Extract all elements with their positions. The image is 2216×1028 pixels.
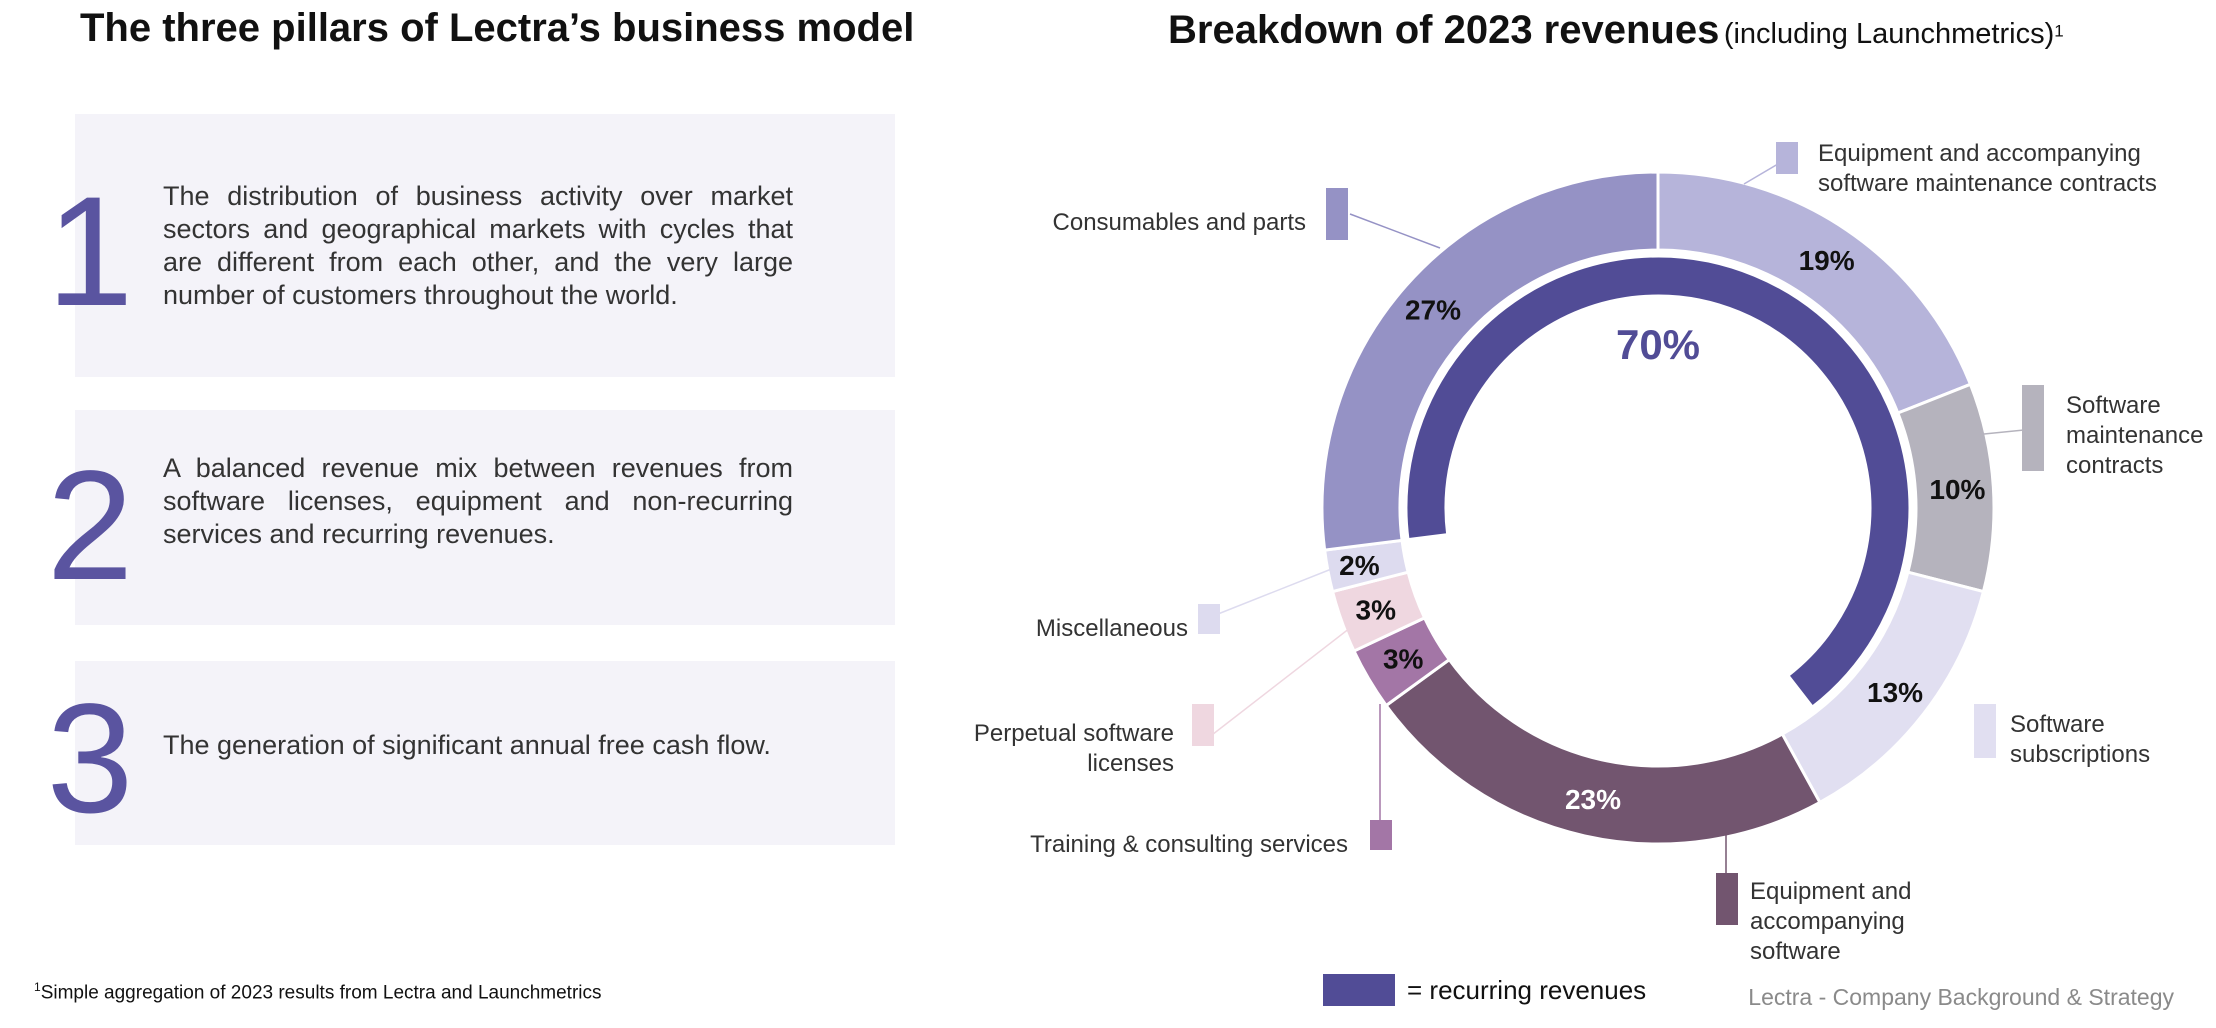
- chart-title-footnote-mark: 1: [2054, 21, 2064, 41]
- callout-swatch: [1192, 704, 1214, 746]
- pillar-text: A balanced revenue mix between revenues …: [163, 453, 793, 549]
- callout-label: Miscellaneous: [1036, 615, 1188, 642]
- segment-value-label: 23%: [1565, 784, 1621, 815]
- donut-segment: [1384, 657, 1822, 846]
- segment-value-label: 3%: [1383, 644, 1424, 675]
- callout-label: Equipment and accompanying software: [1750, 878, 1911, 965]
- footer-text: Lectra - Company Background & Strategy: [1748, 984, 2174, 1010]
- recurring-total-label: 70%: [1616, 321, 1700, 368]
- callout-label: Consumables and parts: [1053, 209, 1306, 236]
- segment-value-label: 10%: [1929, 474, 1985, 505]
- pillar-number: 2: [46, 439, 134, 613]
- chart-title-main: Breakdown of 2023 revenues: [1168, 8, 1720, 52]
- callout-swatch: [1370, 820, 1392, 850]
- chart-title-sub: (including Launchmetrics): [1723, 18, 2055, 50]
- pillar-card-2: 2 A balanced revenue mix between revenue…: [47, 410, 895, 625]
- segment-value-label: 2%: [1339, 550, 1380, 581]
- callout-leader-line: [1207, 627, 1351, 739]
- callout-swatch: [1974, 704, 1996, 758]
- donut-segment: [1320, 170, 1660, 552]
- chart-title: Breakdown of 2023 revenues (including La…: [1168, 8, 2064, 53]
- legend-label: = recurring revenues: [1407, 974, 1647, 1005]
- footnote-text: Simple aggregation of 2023 results from …: [40, 982, 602, 1004]
- callout-leader-line: [1349, 213, 1441, 249]
- callout-label: Perpetual software licenses: [974, 720, 1174, 777]
- callout-swatch: [1326, 188, 1348, 240]
- callout-label: Training & consulting services: [1030, 831, 1348, 858]
- pillar-number: 3: [46, 672, 134, 846]
- callout-label: Equipment and accompanying software maint…: [1818, 140, 2157, 197]
- callout-leader-line: [1217, 567, 1335, 615]
- callout-swatch: [2022, 385, 2044, 471]
- pillar-card-3: 3 The generation of significant annual f…: [47, 661, 895, 845]
- footnote-mark: 1: [34, 980, 41, 994]
- callout-label: Software subscriptions: [2010, 711, 2150, 768]
- callout-label: Software maintenance contracts: [2066, 392, 2203, 479]
- footnote: 1Simple aggregation of 2023 results from…: [34, 980, 602, 1004]
- left-section-title: The three pillars of Lectra’s business m…: [80, 6, 915, 50]
- callout-leader-line: [1983, 429, 2025, 435]
- legend: = recurring revenues: [1323, 973, 1646, 1007]
- segment-value-label: 13%: [1867, 677, 1923, 708]
- callout-swatch: [1198, 604, 1220, 634]
- segment-value-label: 19%: [1799, 245, 1855, 276]
- recurring-revenue-arc: [1404, 254, 1912, 710]
- pillar-text: The distribution of business activity ov…: [163, 181, 793, 310]
- pillar-number: 1: [46, 165, 134, 339]
- segment-value-label: 27%: [1405, 295, 1461, 326]
- legend-swatch-recurring: [1323, 974, 1395, 1006]
- segment-value-label: 3%: [1356, 595, 1397, 626]
- callout-swatch: [1716, 873, 1738, 925]
- pillar-card-1: 1 The distribution of business activity …: [47, 114, 895, 377]
- pillar-text: The generation of significant annual fre…: [163, 730, 771, 760]
- callout-swatch: [1776, 142, 1798, 174]
